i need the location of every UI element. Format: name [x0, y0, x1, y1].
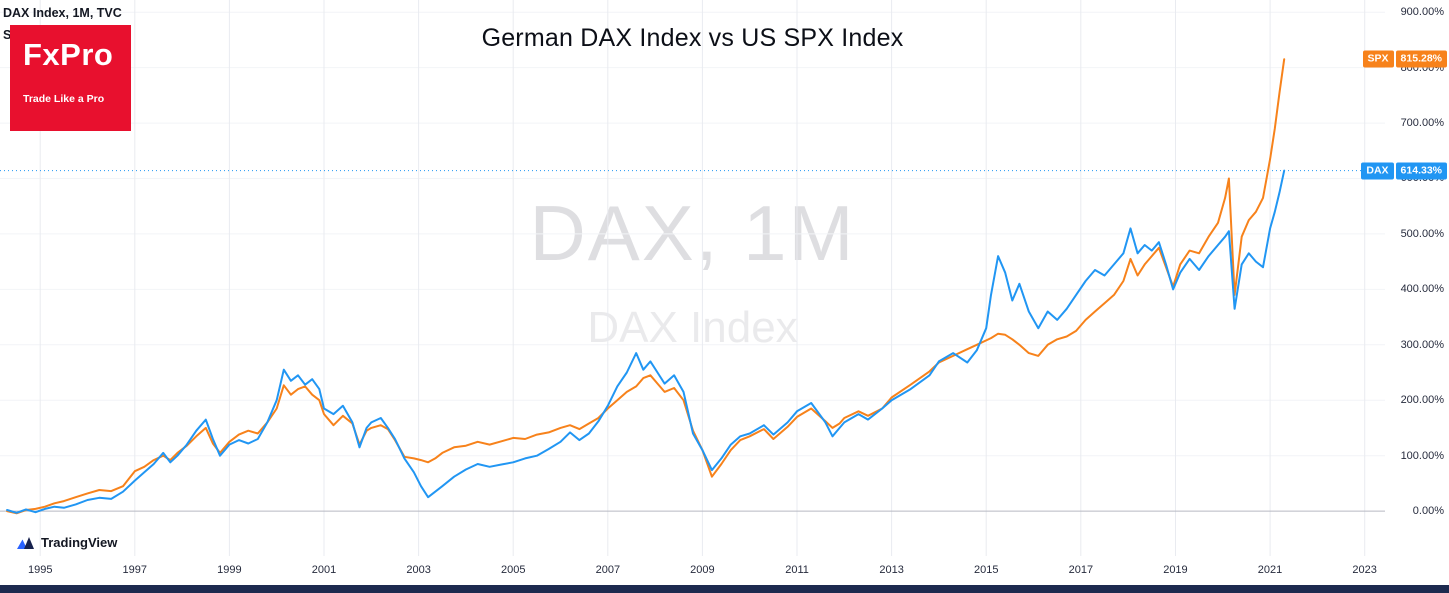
fxpro-logo: FxPro Trade Like a Pro [10, 25, 131, 131]
x-axis-label: 2013 [879, 564, 904, 576]
x-axis-label: 1995 [27, 564, 53, 576]
y-axis-label: 0.00% [1412, 505, 1444, 518]
y-axis-label: 200.00% [1400, 394, 1444, 407]
y-axis-label: 600.00% [1400, 172, 1444, 185]
bottom-bar [0, 585, 1449, 593]
tradingview-attribution[interactable]: TradingView [16, 535, 117, 550]
x-axis-label: 2019 [1163, 564, 1188, 576]
x-axis-label: 2017 [1068, 564, 1094, 576]
x-axis-label: 2003 [406, 564, 431, 576]
x-axis-label: 2011 [785, 564, 809, 576]
x-axis-label: 2015 [973, 564, 999, 576]
plot-area: DAX, 1M DAX Index German DAX Index vs US… [0, 0, 1385, 576]
x-axis-label: 2009 [690, 564, 715, 576]
x-axis-label: 2007 [595, 564, 621, 576]
fxpro-tagline: Trade Like a Pro [23, 93, 105, 105]
x-axis-label: 2023 [1352, 564, 1377, 576]
x-axis-label: 2001 [311, 564, 337, 576]
x-axis-label: 1999 [217, 564, 242, 576]
chart-canvas[interactable] [0, 0, 1385, 556]
price-axis[interactable]: 0.00% 100.00% 200.00% 300.00% 400.00% 500.00%… [1385, 0, 1449, 585]
y-axis-label: 400.00% [1400, 283, 1444, 296]
y-axis-label: 300.00% [1400, 338, 1444, 351]
x-axis-label: 1997 [122, 564, 148, 576]
y-axis-label: 900.00% [1400, 6, 1444, 19]
y-axis-label: 100.00% [1400, 449, 1444, 462]
chart-title: German DAX Index vs US SPX Index [481, 24, 904, 52]
series-line-spx [6, 58, 1286, 515]
y-axis-label: 800.00% [1400, 61, 1444, 74]
series-line-dax [6, 169, 1286, 514]
y-axis-label: 500.00% [1400, 227, 1444, 240]
y-axis-label: 700.00% [1400, 117, 1444, 130]
x-axis-label: 2005 [500, 564, 526, 576]
legend-row-dax[interactable]: DAX Index, 1M, TVC [3, 6, 122, 20]
tradingview-label: TradingView [41, 535, 118, 550]
x-axis-label: 2021 [1257, 564, 1283, 576]
time-axis[interactable]: 1995 1997 1999 2001 2003 2005 2007 2009 2011 2013… [0, 556, 1385, 585]
fxpro-brand-text: FxPro [23, 37, 114, 72]
tradingview-icon [16, 536, 35, 550]
